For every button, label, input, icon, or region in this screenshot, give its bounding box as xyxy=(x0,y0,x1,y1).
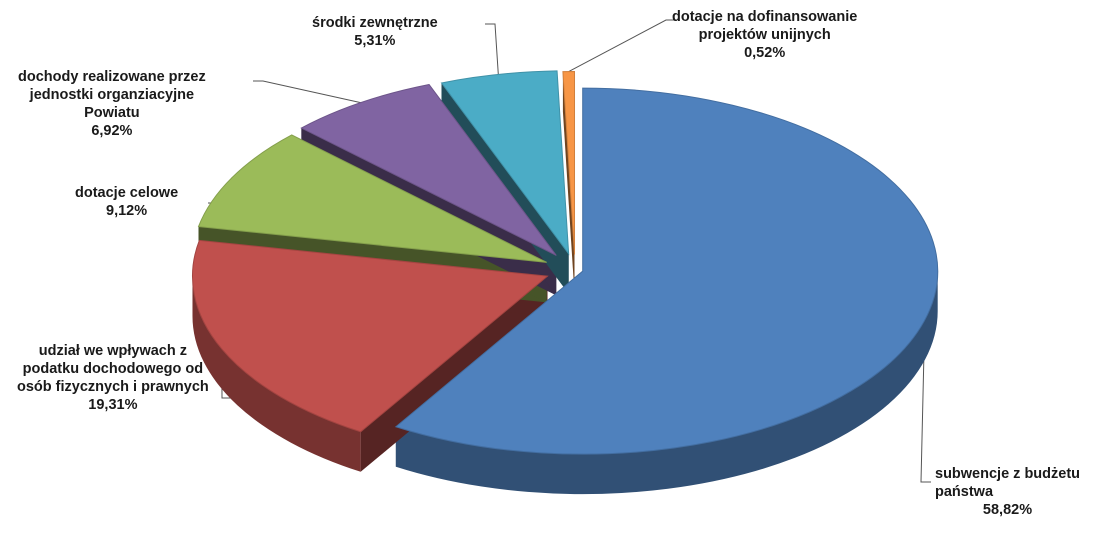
slice-label-line: projektów unijnych xyxy=(698,27,831,43)
slice-label-line: środki zewnętrzne xyxy=(312,15,438,31)
slice-percent: 19,31% xyxy=(88,397,138,413)
pie-slice-side xyxy=(395,271,938,495)
slice-label-line: dotacje na dofinansowanie xyxy=(672,9,858,25)
pie-slice-4 xyxy=(300,83,557,256)
slice-percent: 5,31% xyxy=(354,33,396,49)
pie-slice-side xyxy=(192,276,361,472)
leader-line xyxy=(568,19,676,73)
slice-label-line: podatku dochodowego od xyxy=(22,361,204,377)
pie-tops xyxy=(192,70,939,455)
slice-label-line: państwa xyxy=(935,484,994,500)
leader-line xyxy=(253,80,361,104)
leader-line xyxy=(920,345,931,483)
slice-label-line: jednostki organziacyjne xyxy=(29,87,195,103)
slice-label-line: dotacje celowe xyxy=(75,185,179,201)
slice-label-line: udział we wpływach z xyxy=(38,343,188,359)
pie-slice-1 xyxy=(394,87,939,455)
slice-label-line: osób fizycznych i prawnych xyxy=(17,379,209,395)
slice-label-line: dochody realizowane przez xyxy=(18,69,206,85)
pie-slice-2 xyxy=(192,239,549,433)
slice-label: środki zewnętrzne 5,31% xyxy=(312,14,438,50)
slice-percent: 58,82% xyxy=(982,502,1033,518)
slice-label: udział we wpływach z podatku dochodowego … xyxy=(17,342,209,414)
pie-slice-3 xyxy=(197,134,547,263)
slice-percent: 9,12% xyxy=(106,203,148,219)
slice-label: dochody realizowane przez jednostki organ… xyxy=(18,68,206,140)
slice-label: dotacje na dofinansowanie projektów unijn… xyxy=(672,8,857,62)
slice-label-line: Powiatu xyxy=(84,105,140,121)
slice-percent: 0,52% xyxy=(744,45,786,61)
pie-slice-6 xyxy=(562,71,576,255)
slice-label-line: subwencje z budżetu xyxy=(935,466,1081,482)
leader-line xyxy=(485,23,499,75)
slice-percent: 6,92% xyxy=(91,123,133,139)
pie-slice-5 xyxy=(440,70,570,256)
slice-label: subwencje z budżetu państwa 58,82% xyxy=(935,465,1080,519)
pie-slice-wall xyxy=(562,71,575,295)
slice-label: dotacje celowe 9,12% xyxy=(75,184,178,220)
